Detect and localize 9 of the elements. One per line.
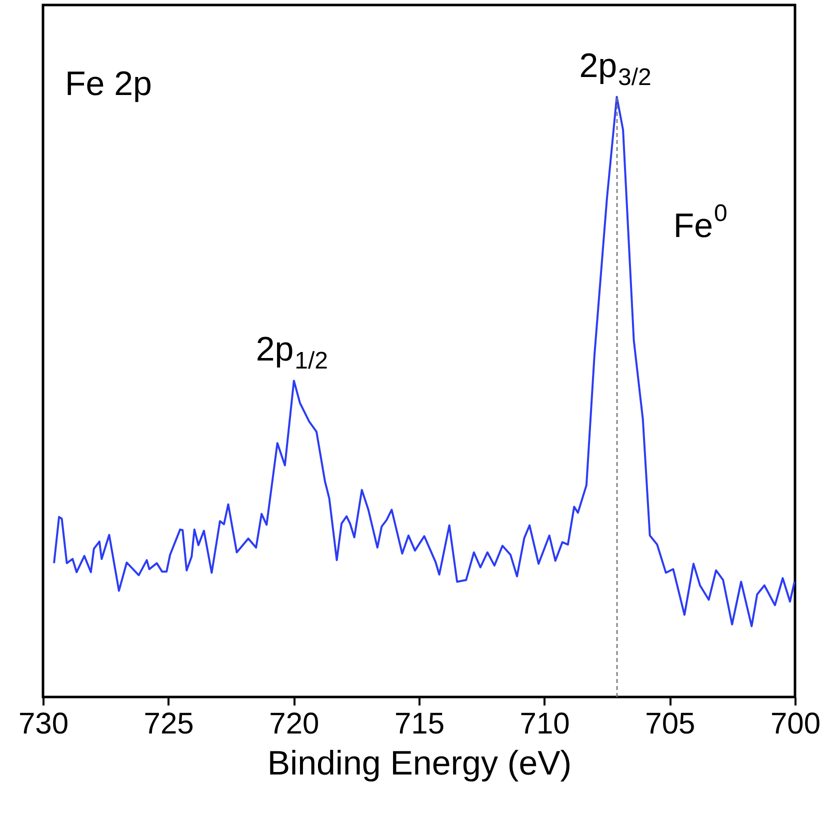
x-tick-label: 700 bbox=[770, 708, 821, 740]
x-tick-label: 725 bbox=[144, 708, 194, 740]
x-axis-title: Binding Energy (eV) bbox=[267, 744, 572, 782]
annotation: Fe 2p bbox=[65, 65, 152, 103]
x-tick-label: 715 bbox=[394, 708, 445, 740]
x-tick-label: 720 bbox=[269, 708, 320, 740]
x-tick-label: 710 bbox=[520, 708, 570, 740]
x-tick-label: 730 bbox=[18, 708, 69, 740]
x-tick-label: 705 bbox=[645, 708, 696, 740]
